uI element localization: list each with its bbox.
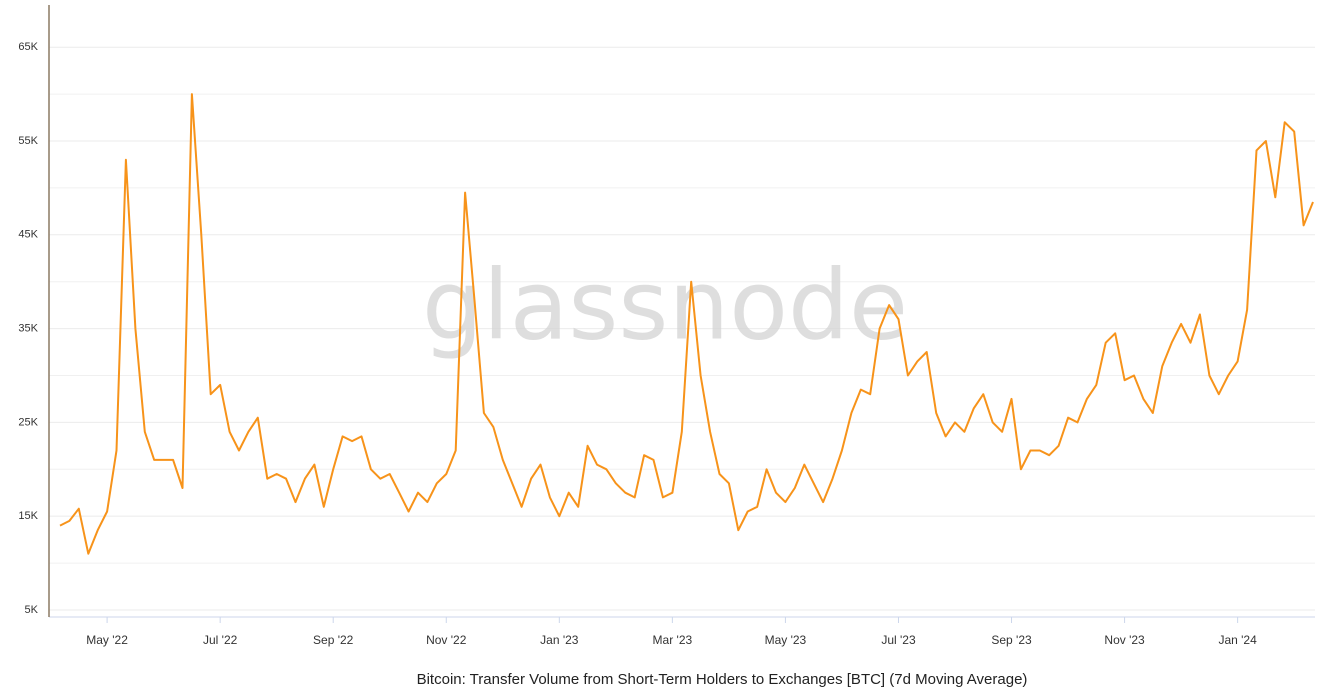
data-line [59, 93, 1314, 555]
x-tick-label: Sep '23 [991, 633, 1032, 647]
x-tick-label: Jul '22 [203, 633, 238, 647]
x-tick-label: Nov '22 [426, 633, 467, 647]
x-tick-label: May '22 [86, 633, 128, 647]
x-tick-label: Mar '23 [653, 633, 693, 647]
y-tick-label: 55K [18, 135, 38, 147]
y-tick-label: 65K [18, 41, 38, 53]
x-tick-label: Jul '23 [881, 633, 916, 647]
y-tick-label: 45K [18, 229, 38, 241]
x-tick-label: Sep '22 [313, 633, 354, 647]
watermark: glassnode [422, 249, 908, 361]
y-tick-label: 5K [25, 604, 39, 616]
y-tick-label: 35K [18, 322, 38, 334]
x-tick-label: Nov '23 [1104, 633, 1145, 647]
x-tick-label: Jan '24 [1218, 633, 1257, 647]
chart-title: Bitcoin: Transfer Volume from Short-Term… [417, 671, 1028, 688]
x-tick-label: May '23 [765, 633, 807, 647]
x-tick-label: Jan '23 [540, 633, 579, 647]
grid [49, 46, 1315, 611]
y-tick-label: 15K [18, 510, 38, 522]
y-tick-label: 25K [18, 416, 38, 428]
